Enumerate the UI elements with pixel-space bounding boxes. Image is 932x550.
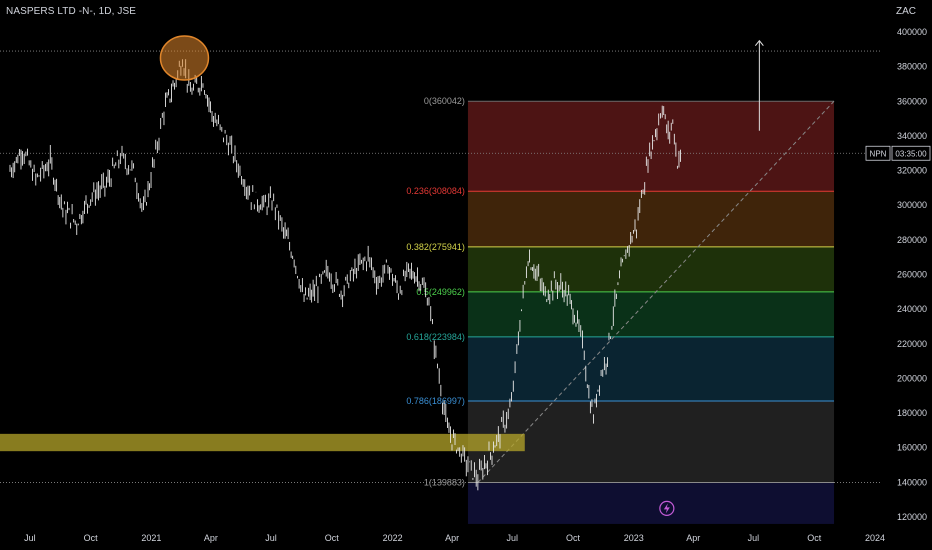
fib-zone-6 <box>467 482 835 524</box>
fib-zone-3 <box>467 291 835 337</box>
x-tick-label-8: Jul <box>506 533 518 543</box>
fib-zone-4 <box>467 336 835 401</box>
x-tick-label-5: Oct <box>325 533 340 543</box>
fib-zone-1 <box>467 191 835 247</box>
lightning-icon[interactable] <box>659 500 675 516</box>
fib-trend-line <box>477 100 835 483</box>
y-tick-label-3: 180000 <box>897 408 927 418</box>
fib-level-label-2: 0.382(275941) <box>406 242 465 252</box>
fib-level-label-4: 0.618(223984) <box>406 332 465 342</box>
y-tick-label-13: 380000 <box>897 62 927 72</box>
x-tick-label-14: 2024 <box>865 533 885 543</box>
countdown-tag: 03:35:00 <box>895 149 927 158</box>
x-tick-label-11: Apr <box>686 533 700 543</box>
countdown-tag-box <box>891 145 931 161</box>
y-tick-label-9: 300000 <box>897 200 927 210</box>
x-tick-label-12: Jul <box>748 533 760 543</box>
x-tick-label-10: 2023 <box>624 533 644 543</box>
ticker-tag: NPN <box>870 149 887 158</box>
fib-level-label-5: 0.786(186997) <box>406 396 465 406</box>
support-zone <box>0 433 525 452</box>
x-tick-label-6: 2022 <box>383 533 403 543</box>
y-tick-label-0: 120000 <box>897 512 927 522</box>
lightning-icon-glyph <box>663 503 670 514</box>
x-tick-label-4: Jul <box>265 533 277 543</box>
fib-level-label-0: 0(360042) <box>424 96 465 106</box>
y-tick-label-4: 200000 <box>897 373 927 383</box>
x-tick-label-3: Apr <box>204 533 218 543</box>
y-tick-label-10: 320000 <box>897 166 927 176</box>
fib-zone-0 <box>467 101 835 192</box>
fib-level-label-1: 0.236(308084) <box>406 186 465 196</box>
y-tick-label-5: 220000 <box>897 339 927 349</box>
y-tick-label-11: 340000 <box>897 131 927 141</box>
ticker-tag-box <box>865 145 891 161</box>
x-tick-label-7: Apr <box>445 533 459 543</box>
fib-zone-2 <box>467 246 835 292</box>
y-tick-label-6: 240000 <box>897 304 927 314</box>
y-tick-label-7: 260000 <box>897 270 927 280</box>
x-tick-label-2: 2021 <box>141 533 161 543</box>
x-tick-label-0: Jul <box>24 533 36 543</box>
y-tick-label-2: 160000 <box>897 443 927 453</box>
x-tick-label-13: Oct <box>807 533 822 543</box>
up-arrow-head <box>754 39 764 46</box>
x-tick-label-1: Oct <box>84 533 99 543</box>
y-tick-label-14: 400000 <box>897 27 927 37</box>
x-tick-label-9: Oct <box>566 533 581 543</box>
currency-label: ZAC <box>896 6 916 17</box>
fib-level-label-3: 0.5(249962) <box>416 287 465 297</box>
chart-title: NASPERS LTD -N-, 1D, JSE <box>6 6 137 17</box>
y-tick-label-12: 360000 <box>897 96 927 106</box>
fib-zone-5 <box>467 400 835 483</box>
top-circle-marker <box>159 35 210 81</box>
y-tick-label-8: 280000 <box>897 235 927 245</box>
y-tick-label-1: 140000 <box>897 477 927 487</box>
